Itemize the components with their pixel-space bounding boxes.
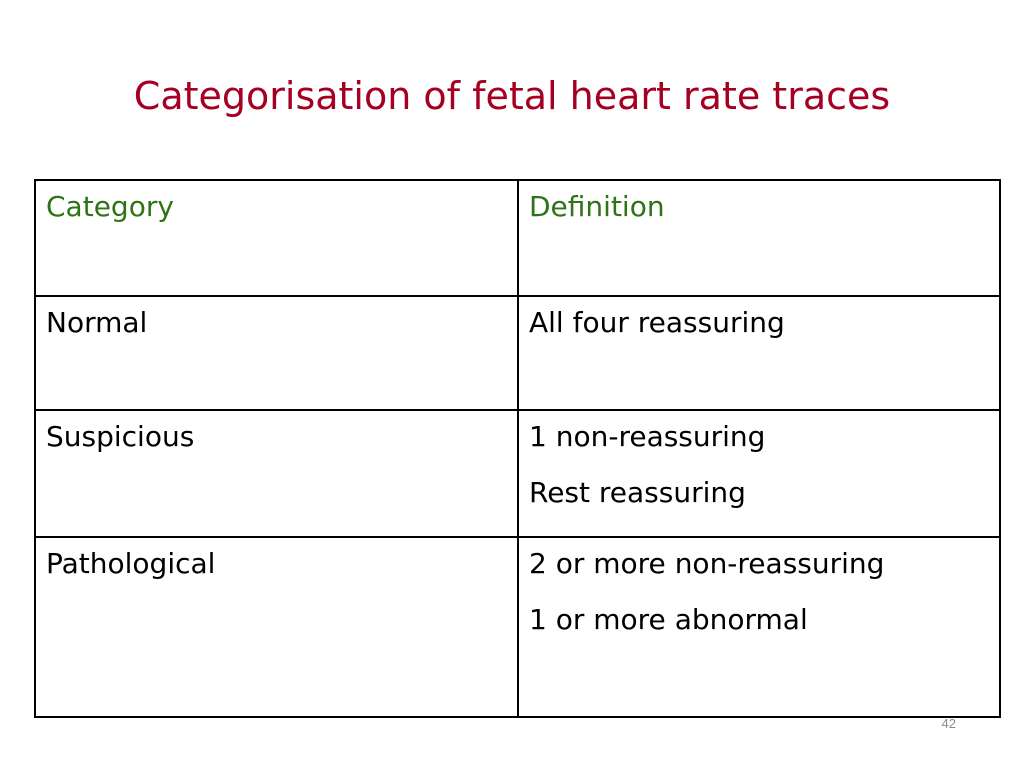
header-definition: Definition [517, 179, 1001, 297]
table-header-row: Category Definition [34, 179, 1001, 297]
definition-cell: 1 non-reassuring Rest reassuring [517, 409, 1001, 538]
definition-line: 2 or more non-reassuring [529, 547, 885, 580]
page-number: 42 [941, 716, 956, 731]
definition-line: All four reassuring [529, 306, 785, 339]
category-cell: Pathological [34, 536, 519, 718]
definition-cell: 2 or more non-reassuring 1 or more abnor… [517, 536, 1001, 718]
definition-line: Rest reassuring [529, 476, 746, 509]
slide-title: Categorisation of fetal heart rate trace… [133, 74, 891, 118]
table-row: Pathological 2 or more non-reassuring 1 … [34, 536, 1001, 718]
definition-line: 1 or more abnormal [529, 603, 808, 636]
table-row: Normal All four reassuring [34, 295, 1001, 411]
fhr-category-table: Category Definition Normal All four reas… [34, 179, 1001, 718]
category-cell: Suspicious [34, 409, 519, 538]
definition-cell: All four reassuring [517, 295, 1001, 411]
table-row: Suspicious 1 non-reassuring Rest reassur… [34, 409, 1001, 538]
definition-line: 1 non-reassuring [529, 420, 766, 453]
category-cell: Normal [34, 295, 519, 411]
header-category: Category [34, 179, 519, 297]
